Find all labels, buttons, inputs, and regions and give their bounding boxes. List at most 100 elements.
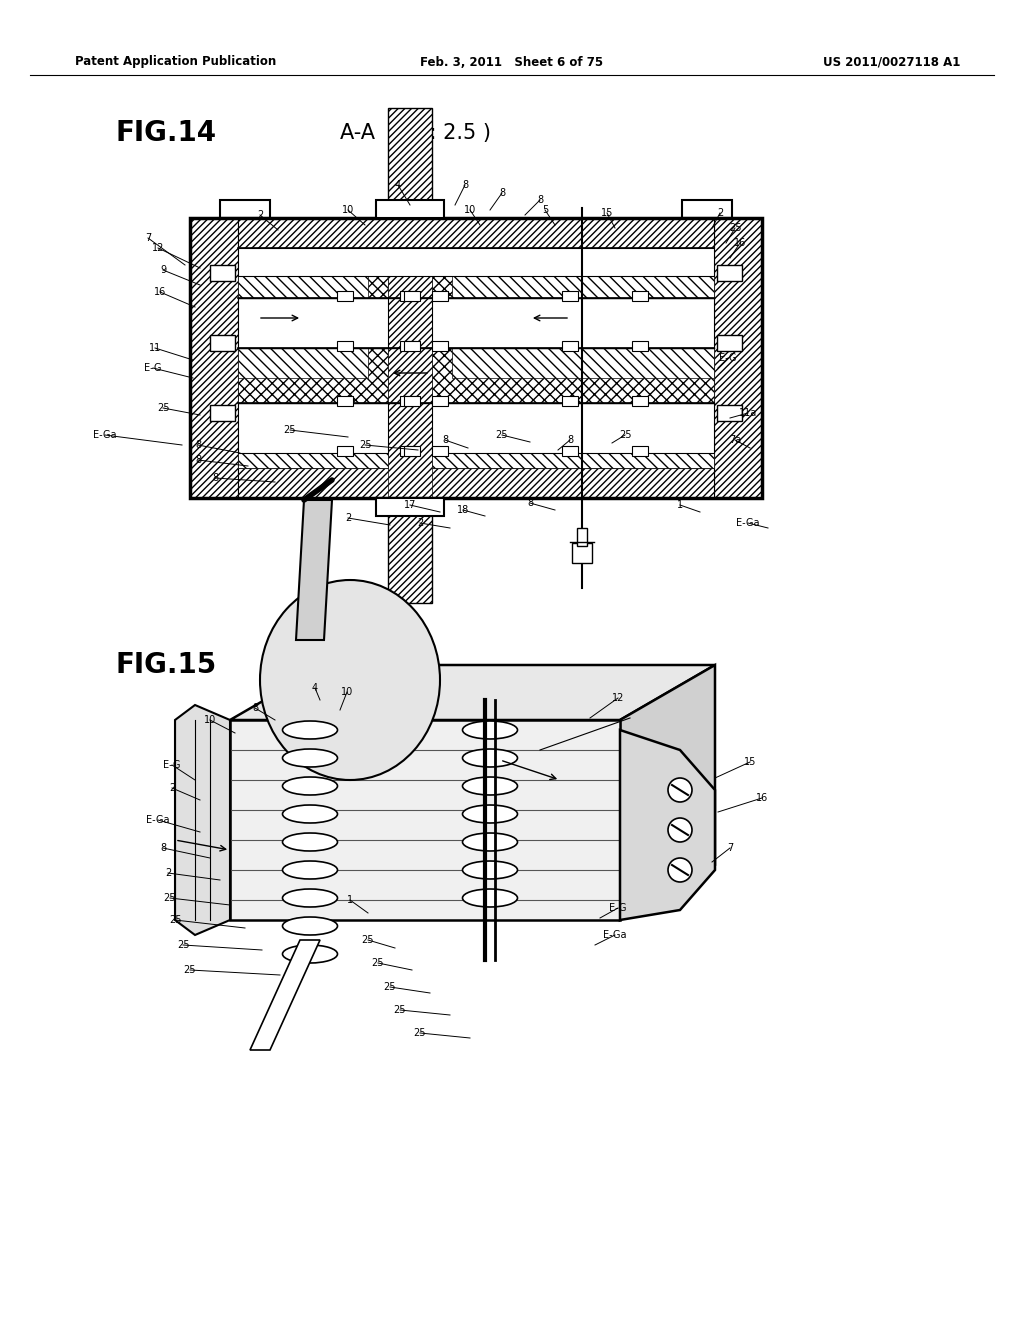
Bar bbox=[238, 403, 368, 433]
Polygon shape bbox=[250, 940, 319, 1049]
Text: 8: 8 bbox=[252, 704, 258, 713]
Ellipse shape bbox=[463, 721, 517, 739]
Bar bbox=[388, 498, 432, 603]
Bar bbox=[190, 218, 762, 498]
Text: 25: 25 bbox=[157, 403, 169, 413]
Bar bbox=[210, 265, 234, 281]
Ellipse shape bbox=[260, 579, 440, 780]
Bar bbox=[238, 348, 368, 378]
Bar bbox=[632, 341, 648, 351]
Bar bbox=[400, 341, 416, 351]
Text: Feb. 3, 2011   Sheet 6 of 75: Feb. 3, 2011 Sheet 6 of 75 bbox=[421, 55, 603, 69]
Text: 12: 12 bbox=[152, 243, 164, 253]
Bar bbox=[230, 820, 310, 890]
Bar bbox=[717, 265, 742, 281]
Bar bbox=[337, 396, 353, 407]
Bar bbox=[238, 298, 388, 348]
Bar bbox=[190, 218, 238, 498]
Text: 25: 25 bbox=[361, 935, 374, 945]
Ellipse shape bbox=[283, 721, 338, 739]
Text: 25: 25 bbox=[394, 1005, 407, 1015]
Bar bbox=[376, 201, 444, 218]
Bar bbox=[238, 403, 388, 453]
Bar bbox=[238, 453, 388, 469]
Bar bbox=[452, 348, 714, 378]
Text: 25: 25 bbox=[414, 1028, 426, 1038]
Ellipse shape bbox=[463, 833, 517, 851]
Text: A-A   ( 1 : 2.5 ): A-A ( 1 : 2.5 ) bbox=[340, 123, 490, 143]
Bar bbox=[388, 248, 432, 498]
Text: 1: 1 bbox=[677, 500, 683, 510]
Bar bbox=[714, 218, 762, 498]
Ellipse shape bbox=[463, 748, 517, 767]
Bar bbox=[432, 453, 714, 469]
Bar bbox=[404, 290, 420, 301]
Ellipse shape bbox=[283, 833, 338, 851]
Text: 4: 4 bbox=[395, 180, 401, 190]
Bar bbox=[490, 820, 560, 890]
Text: E-Ga: E-Ga bbox=[146, 814, 170, 825]
Bar bbox=[452, 403, 714, 433]
Text: 8: 8 bbox=[212, 473, 218, 483]
Text: E-G: E-G bbox=[719, 352, 736, 363]
Bar bbox=[400, 290, 416, 301]
Bar bbox=[432, 348, 714, 403]
Bar bbox=[432, 403, 714, 453]
Text: 2: 2 bbox=[345, 513, 351, 523]
Bar bbox=[432, 446, 449, 455]
Bar bbox=[632, 290, 648, 301]
Text: 2: 2 bbox=[257, 210, 263, 220]
Text: 5: 5 bbox=[542, 205, 548, 215]
Ellipse shape bbox=[283, 805, 338, 822]
Bar bbox=[404, 396, 420, 407]
Bar bbox=[577, 528, 587, 546]
Text: 25: 25 bbox=[177, 940, 189, 950]
Text: 8: 8 bbox=[160, 843, 166, 853]
Bar bbox=[376, 498, 444, 516]
Text: E-G: E-G bbox=[144, 363, 162, 374]
Ellipse shape bbox=[283, 777, 338, 795]
Ellipse shape bbox=[283, 861, 338, 879]
Bar bbox=[210, 405, 234, 421]
Circle shape bbox=[668, 777, 692, 803]
Text: 4: 4 bbox=[312, 682, 318, 693]
Text: 15: 15 bbox=[743, 756, 756, 767]
Text: 25: 25 bbox=[164, 894, 176, 903]
Text: 17: 17 bbox=[403, 500, 416, 510]
Polygon shape bbox=[230, 719, 620, 920]
Text: 25: 25 bbox=[384, 982, 396, 993]
Bar bbox=[238, 248, 388, 298]
Text: US 2011/0027118 A1: US 2011/0027118 A1 bbox=[822, 55, 961, 69]
Text: E-Ga: E-Ga bbox=[93, 430, 117, 440]
Text: 10: 10 bbox=[341, 686, 353, 697]
Text: 25: 25 bbox=[358, 440, 372, 450]
Text: 25: 25 bbox=[372, 958, 384, 968]
Bar bbox=[682, 201, 732, 218]
Bar bbox=[432, 341, 449, 351]
Bar bbox=[404, 341, 420, 351]
Text: 8: 8 bbox=[537, 195, 543, 205]
Bar bbox=[337, 341, 353, 351]
Bar bbox=[238, 248, 714, 276]
Polygon shape bbox=[230, 665, 715, 719]
Text: 16: 16 bbox=[734, 238, 746, 248]
Text: E-Ga: E-Ga bbox=[603, 931, 627, 940]
Bar bbox=[432, 290, 449, 301]
Text: 11: 11 bbox=[148, 343, 161, 352]
Text: 18: 18 bbox=[457, 506, 469, 515]
Text: E-G: E-G bbox=[609, 903, 627, 913]
Text: 2: 2 bbox=[417, 517, 423, 528]
Text: 2: 2 bbox=[165, 869, 171, 878]
Ellipse shape bbox=[463, 777, 517, 795]
Text: 8: 8 bbox=[462, 180, 468, 190]
Text: 16: 16 bbox=[756, 793, 768, 803]
Ellipse shape bbox=[283, 748, 338, 767]
Ellipse shape bbox=[283, 945, 338, 964]
Bar bbox=[717, 335, 742, 351]
Text: 25: 25 bbox=[284, 425, 296, 436]
Text: 2: 2 bbox=[717, 209, 723, 218]
Text: 25: 25 bbox=[496, 430, 508, 440]
Text: 8: 8 bbox=[442, 436, 449, 445]
Text: 1: 1 bbox=[347, 895, 353, 906]
Text: 8: 8 bbox=[195, 455, 201, 465]
